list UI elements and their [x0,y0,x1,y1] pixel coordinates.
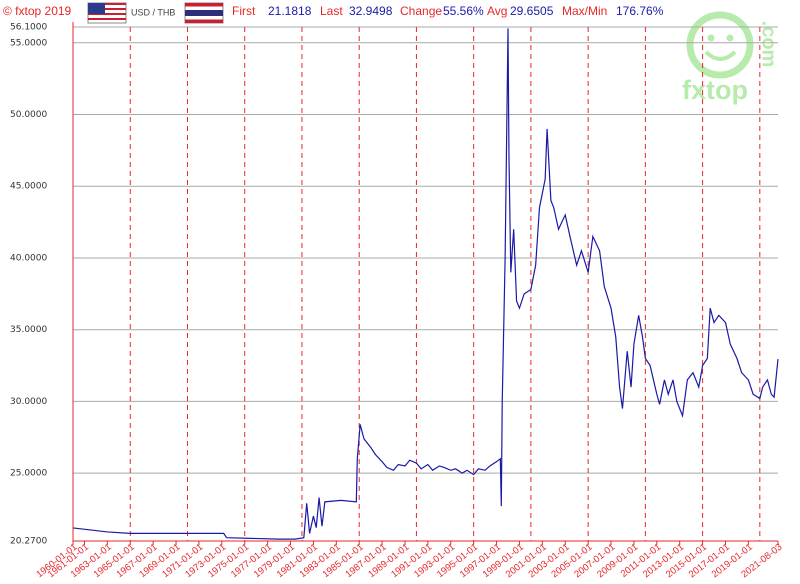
stat-value: 29.6505 [510,4,554,18]
y-tick-label: 45.0000 [10,182,47,192]
flag-th [184,2,224,24]
logo-name: fxtop [682,75,748,105]
currency-pair: USD / THB [131,7,175,17]
y-tick-label: 56.1000 [10,23,47,33]
y-tick-label: 25.0000 [10,469,47,479]
stat-label: Avg [487,4,507,18]
y-tick-label: 55.0000 [10,38,47,48]
y-tick-label: 40.0000 [10,253,47,263]
logo: fxtop .com [682,11,780,105]
y-tick-label: 50.0000 [10,110,47,120]
stat-label: Change [400,4,442,18]
stat-label: Max/Min [562,4,607,18]
stat-label: Last [320,4,343,18]
flag-us [87,2,127,24]
stat-value: 32.9498 [349,4,393,18]
copyright: © fxtop 2019 [3,4,72,18]
price-line [72,28,779,540]
y-tick-label: 30.0000 [10,397,47,407]
stat-value: 21.1818 [268,4,312,18]
stat-label: First [232,4,256,18]
y-tick-label: 20.2700 [10,537,47,547]
stat-value: 176.76% [616,4,664,18]
y-tick-label: 35.0000 [10,325,47,335]
stat-value: 55.56% [443,4,484,18]
logo-suffix: .com [758,21,780,68]
